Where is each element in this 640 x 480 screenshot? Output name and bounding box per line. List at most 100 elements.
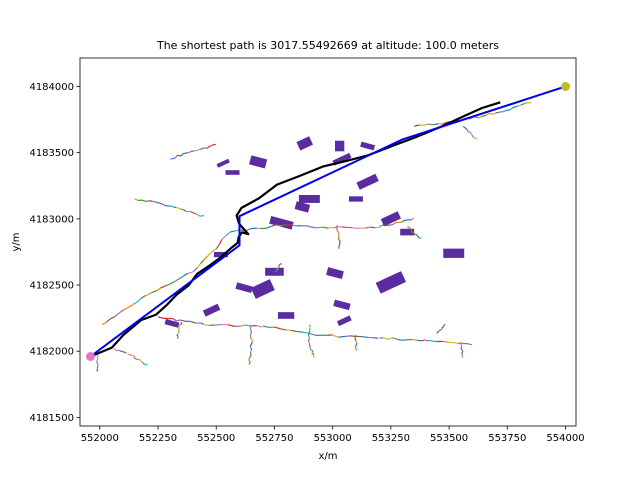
stream-segment	[309, 325, 311, 328]
y-tick-label: 4183500	[29, 148, 74, 159]
x-tick-label: 553500	[430, 433, 468, 444]
stream-segment	[201, 147, 203, 150]
stream-segment	[249, 327, 252, 331]
stream-segment	[249, 324, 252, 329]
stream-segment	[145, 200, 150, 202]
stream-segment	[196, 213, 201, 217]
stream-segment	[266, 225, 273, 229]
stream-segment	[248, 359, 251, 363]
stream-segment	[473, 136, 477, 139]
stream-segment	[408, 226, 412, 230]
stream-segment	[517, 104, 521, 107]
stream-segment	[512, 105, 518, 109]
stream-segment	[355, 343, 358, 347]
stream-segment	[276, 267, 279, 270]
stream-segment	[152, 200, 156, 203]
stream-segment	[388, 337, 393, 341]
ground-route-line	[90, 101, 501, 358]
stream-segment	[190, 211, 194, 214]
stream-segment	[249, 335, 252, 340]
building	[294, 201, 311, 213]
stream-segment	[412, 338, 418, 341]
stream-segment	[308, 324, 311, 327]
stream-segment	[175, 206, 182, 210]
plot-area-frame	[79, 57, 577, 427]
stream-segment	[365, 226, 370, 229]
stream-segment	[101, 321, 107, 326]
building	[348, 196, 363, 202]
stream-segment	[309, 348, 312, 351]
stream-segment	[123, 351, 127, 354]
y-tick-label: 4182000	[29, 347, 74, 358]
stream-segment	[256, 325, 263, 328]
stream-segment	[178, 275, 185, 280]
stream-segment	[307, 225, 312, 228]
stream-segment	[308, 332, 316, 336]
stream-segment	[240, 324, 245, 327]
stream-segment	[471, 134, 474, 137]
stream-segment	[336, 225, 338, 228]
stream-segment	[466, 129, 469, 133]
stream-segment	[156, 287, 161, 292]
stream-segment	[140, 294, 147, 299]
stream-segment	[182, 152, 188, 155]
stream-segment	[332, 226, 337, 229]
stream-segment	[505, 109, 511, 112]
stream-segment	[481, 114, 487, 117]
building	[250, 279, 275, 299]
stream-segment	[180, 319, 186, 322]
stream-segment	[151, 290, 157, 294]
stream-segment	[249, 350, 252, 354]
stream-segment	[275, 224, 283, 227]
stream-segment	[386, 224, 391, 227]
stream-segment	[96, 361, 99, 365]
stream-segment	[210, 248, 217, 254]
stream-segment	[96, 359, 99, 362]
stream-segment	[307, 339, 310, 341]
stream-segment	[176, 334, 179, 337]
stream-segment	[338, 243, 341, 247]
stream-segment	[262, 325, 270, 329]
stream-segment	[336, 230, 339, 233]
stream-segment	[250, 347, 253, 351]
stream-segment	[139, 359, 142, 362]
stream-segment	[461, 352, 464, 356]
stream-segment	[225, 231, 232, 237]
stream-segment	[354, 337, 357, 341]
stream-segment	[181, 153, 184, 157]
stream-segment	[162, 203, 166, 207]
stream-segment	[165, 204, 171, 207]
stream-segment	[459, 342, 463, 346]
stream-segment	[129, 354, 133, 356]
stream-segment	[199, 259, 205, 265]
stream-segment	[178, 324, 181, 327]
stream-segment	[355, 340, 358, 343]
stream-segment	[207, 145, 212, 148]
building	[164, 319, 180, 328]
stream-segment	[311, 350, 314, 352]
stream-segment	[461, 355, 464, 359]
stream-segment	[492, 112, 497, 115]
stream-segment	[140, 360, 144, 364]
stream-segment	[250, 338, 253, 341]
stream-segment	[327, 226, 333, 229]
stream-segment	[417, 339, 422, 342]
stream-segment	[132, 354, 135, 357]
stream-segment	[172, 317, 177, 322]
chart-title: The shortest path is 3017.55492669 at al…	[156, 39, 499, 52]
stream-segment	[199, 215, 205, 217]
x-tick-label: 553000	[314, 433, 352, 444]
stream-segment	[176, 319, 181, 322]
building	[298, 195, 320, 203]
stream-segment	[146, 292, 152, 297]
stream-segment	[469, 131, 473, 136]
x-axis-label: x/m	[318, 451, 337, 462]
stream-segment	[115, 349, 118, 352]
stream-segment	[316, 226, 323, 229]
stream-segment	[441, 328, 443, 330]
stream-segment	[110, 316, 115, 320]
stream-segment	[119, 350, 124, 353]
stream-segment	[382, 337, 390, 341]
building	[326, 267, 344, 280]
